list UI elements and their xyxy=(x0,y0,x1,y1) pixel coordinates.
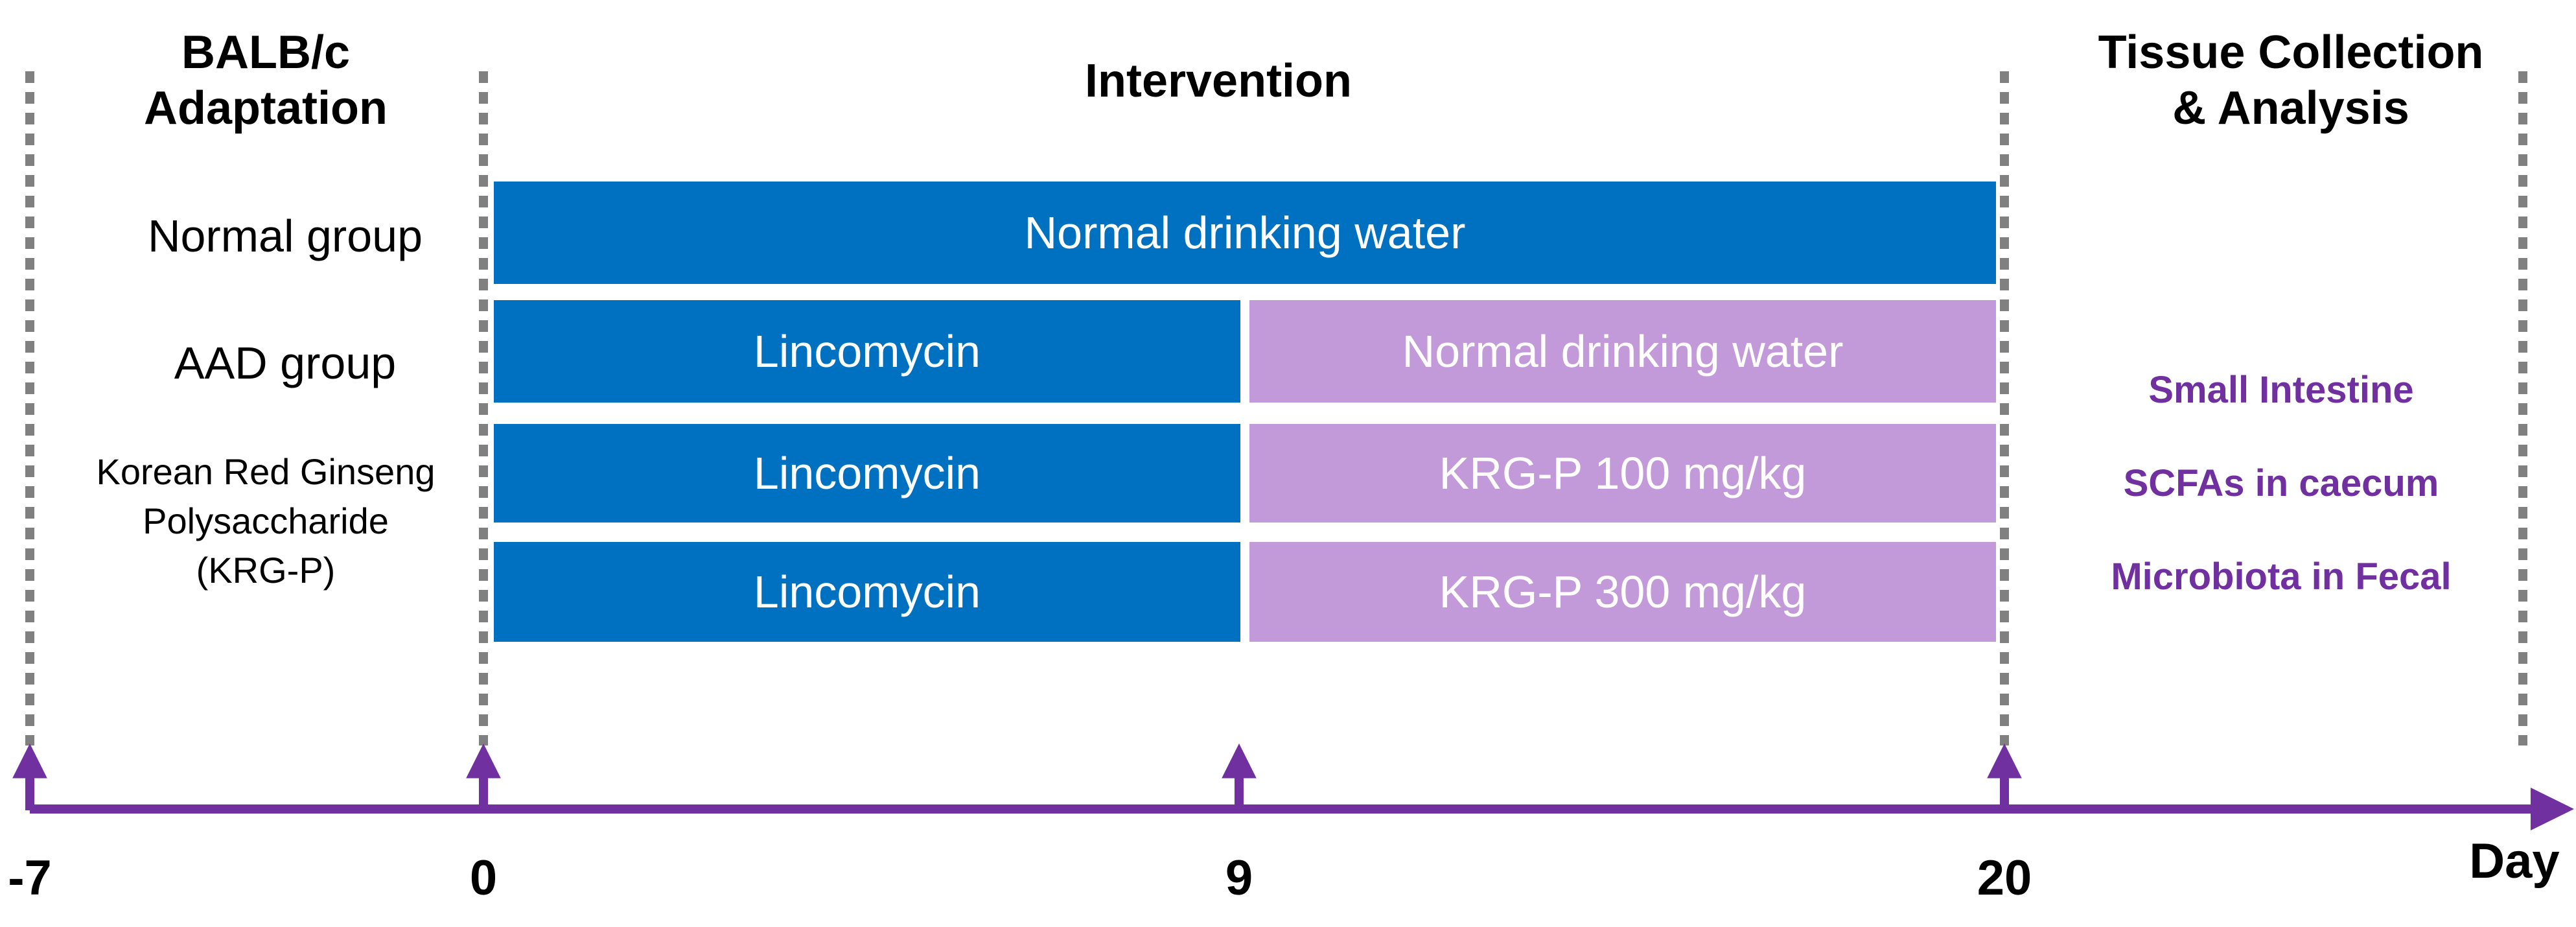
bar-normal-drinking-water: Normal drinking water xyxy=(494,182,1996,284)
group-label-aad: AAD group xyxy=(174,338,397,388)
day-label-minus7: -7 xyxy=(8,851,52,906)
bar-aad-lincomycin: Lincomycin xyxy=(494,300,1240,403)
bar-krg100-dose: KRG-P 100 mg/kg xyxy=(1249,424,1996,522)
tick-arrow-day-minus7 xyxy=(12,743,47,810)
analysis-item-scfas: SCFAs in caecum xyxy=(2123,462,2439,504)
analysis-item-microbiota: Microbiota in Fecal xyxy=(2111,556,2452,598)
phase-collection-title: Tissue Collection & Analysis xyxy=(2015,25,2566,136)
group-label-krg-line3: (KRG-P) xyxy=(196,550,336,591)
tick-arrow-day-0 xyxy=(466,743,501,810)
tick-arrow-day-20 xyxy=(1987,743,2022,810)
day-label-9: 9 xyxy=(1225,851,1253,906)
group-label-krg-line1: Korean Red Ginseng xyxy=(96,451,435,492)
day-label-20: 20 xyxy=(1977,851,2032,906)
bar-krg300-lincomycin: Lincomycin xyxy=(494,542,1240,642)
group-label-krg-line2: Polysaccharide xyxy=(143,500,389,541)
tick-arrow-day-9 xyxy=(1222,743,1257,810)
phase-collection-line2: & Analysis xyxy=(2172,82,2409,134)
phase-collection-line1: Tissue Collection xyxy=(2098,27,2484,78)
axis-unit-label: Day xyxy=(2469,834,2560,889)
phase-intervention-title: Intervention xyxy=(1084,55,1352,107)
bar-krg300-dose: KRG-P 300 mg/kg xyxy=(1249,542,1996,642)
phase-adaptation-title: BALB/c Adaptation xyxy=(97,25,434,136)
axis-arrowhead-icon xyxy=(2531,788,2574,830)
phase-adaptation-line1: BALB/c xyxy=(181,27,350,78)
bar-krg100-lincomycin: Lincomycin xyxy=(494,424,1240,522)
group-label-krg: Korean Red Ginseng Polysaccharide (KRG-P… xyxy=(45,447,486,595)
analysis-item-small-intestine: Small Intestine xyxy=(2148,369,2414,411)
phase-adaptation-line2: Adaptation xyxy=(144,82,388,134)
day-label-0: 0 xyxy=(469,851,498,906)
bar-aad-normal-water: Normal drinking water xyxy=(1249,300,1996,403)
group-label-normal: Normal group xyxy=(147,211,423,261)
